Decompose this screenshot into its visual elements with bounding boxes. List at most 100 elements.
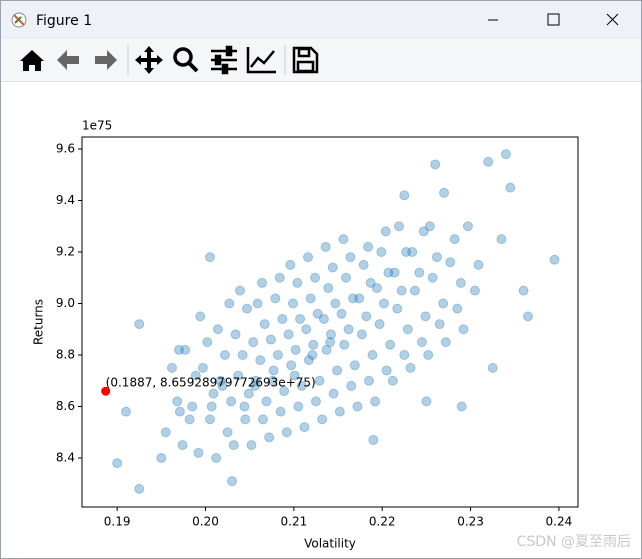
scatter-point — [242, 303, 253, 314]
title-bar-graphics: Figure 1 — [11, 12, 619, 29]
scatter-point — [310, 272, 321, 283]
scatter-point — [361, 311, 372, 322]
scatter-point — [301, 324, 312, 335]
scatter-point — [487, 362, 498, 373]
scatter-point — [230, 329, 241, 340]
scatter-point — [250, 375, 261, 386]
x-tick-label: 0.24 — [546, 515, 573, 529]
scatter-point — [134, 483, 145, 494]
save-button[interactable] — [292, 46, 319, 74]
scatter-point — [307, 349, 318, 360]
back-button[interactable] — [57, 50, 79, 70]
scatter-point — [208, 388, 219, 399]
scatter-point — [424, 221, 435, 232]
scatter-point — [190, 370, 201, 381]
scatter-point — [462, 221, 473, 232]
scatter-point — [345, 252, 356, 263]
zoom-button[interactable] — [173, 47, 199, 73]
scatter-point — [174, 406, 185, 417]
scatter-point — [449, 234, 460, 245]
scatter-point — [346, 380, 357, 391]
highlight-label: (0.1887, 8.65928979772693e+75) — [106, 376, 316, 390]
scatter-point — [409, 285, 420, 296]
scatter-point — [156, 452, 167, 463]
scatter-point — [184, 414, 195, 425]
y-tick-label: 8.6 — [56, 399, 75, 413]
scatter-point — [522, 311, 533, 322]
home-button[interactable] — [20, 50, 44, 71]
scatter-point — [195, 311, 206, 322]
scatter-point — [172, 396, 183, 407]
scatter-point — [303, 252, 314, 263]
scatter-point — [354, 293, 365, 304]
scatter-point — [228, 440, 239, 451]
scatter-point — [318, 313, 329, 324]
scatter-point — [376, 246, 387, 257]
scatter-point — [202, 337, 213, 348]
scatter-point — [363, 241, 374, 252]
scatter-point — [261, 396, 272, 407]
scatter-point — [549, 254, 560, 265]
scatter-point — [500, 149, 511, 160]
scatter-point — [387, 375, 398, 386]
scatter-point — [323, 283, 334, 294]
scatter-point — [405, 362, 416, 373]
figure-background — [1, 82, 641, 558]
scatter-point — [166, 362, 177, 373]
watermark: CSDN @夏至雨后 — [517, 534, 631, 550]
scatter-point — [349, 360, 360, 371]
maximize-button[interactable] — [547, 13, 560, 26]
axes-frame — [81, 136, 579, 508]
scatter-point — [327, 262, 338, 273]
scatter-point — [290, 344, 301, 355]
forward-button[interactable] — [95, 50, 117, 70]
scatter-point — [367, 349, 378, 360]
scatter-point — [308, 339, 319, 350]
scatter-point — [249, 380, 260, 391]
scatter-point — [430, 159, 441, 170]
scatter-point — [219, 349, 230, 360]
scatter-point — [212, 324, 223, 335]
scatter-point — [438, 298, 449, 309]
scatter-point — [440, 337, 451, 348]
scatter-point — [310, 396, 321, 407]
scatter-point — [385, 339, 396, 350]
scatter-point — [452, 303, 463, 314]
scatter-point — [285, 259, 296, 270]
customize-button[interactable] — [246, 47, 276, 74]
scatter-point — [427, 272, 438, 283]
scatter-point — [187, 401, 198, 412]
scatter-point — [305, 293, 316, 304]
scatter-point — [180, 344, 191, 355]
scatter-point — [283, 329, 294, 340]
scatter-point — [505, 182, 516, 193]
scatter-point — [243, 388, 254, 399]
scatter-point — [455, 277, 466, 288]
y-tick-label: 9.0 — [56, 296, 75, 310]
scatter-point — [378, 298, 389, 309]
pan-button[interactable] — [135, 46, 163, 74]
toolbar — [1, 39, 641, 82]
scatter-point — [277, 313, 288, 324]
scatter-point — [112, 458, 123, 469]
scatter-point — [264, 432, 275, 443]
subplots-button[interactable] — [211, 45, 237, 75]
scatter-point — [389, 267, 400, 278]
scatter-point — [226, 396, 237, 407]
scatter-point — [234, 285, 245, 296]
scatter-point — [160, 427, 171, 438]
scatter-point — [299, 422, 310, 433]
scatter-point — [396, 285, 407, 296]
scatter-point — [348, 293, 359, 304]
scatter-point — [394, 221, 405, 232]
scatter-point — [296, 380, 307, 391]
scatter-point — [211, 452, 222, 463]
scatter-point — [334, 406, 345, 417]
scatter-point — [328, 388, 339, 399]
scatter-point — [456, 401, 467, 412]
scatter-point — [222, 427, 233, 438]
close-button[interactable] — [606, 13, 619, 26]
scatter-point — [227, 476, 238, 487]
scatter-point — [414, 267, 425, 278]
scatter-point — [423, 349, 434, 360]
